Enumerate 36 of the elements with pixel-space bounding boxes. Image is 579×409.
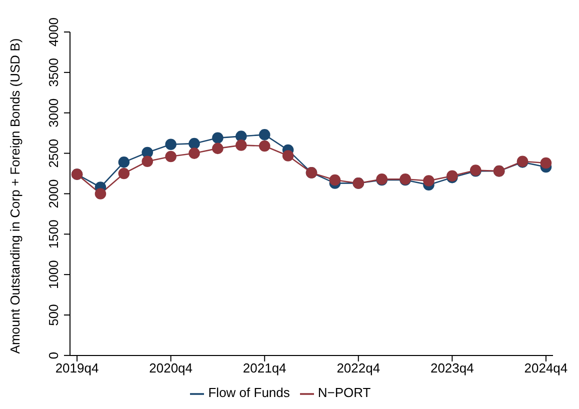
y-tick-label: 500 — [46, 304, 61, 326]
legend-label: N−PORT — [318, 385, 371, 400]
y-tick-label: 3000 — [46, 98, 61, 128]
legend-label: Flow of Funds — [208, 385, 290, 400]
point — [329, 174, 341, 186]
point — [258, 129, 270, 140]
point — [142, 156, 154, 168]
point — [118, 168, 130, 180]
x-tick-label: 2020q4 — [149, 360, 193, 376]
x-tick-label: 2024q4 — [524, 360, 568, 376]
y-tick-label: 0 — [46, 352, 61, 360]
y-tick-label: 1500 — [46, 220, 61, 249]
y-tick-label: 4000 — [46, 18, 61, 46]
y-axis-title: Amount Outstanding in Corp + Foreign Bonds (USD B) — [8, 38, 23, 354]
y-tick-label: 2000 — [46, 179, 61, 208]
x-tick-label: 2022q4 — [336, 360, 380, 376]
x-tick-label: 2019q4 — [55, 360, 99, 376]
point — [188, 148, 200, 159]
x-tick-label: 2023q4 — [430, 360, 474, 376]
y-tick-label: 1000 — [46, 260, 61, 290]
point — [282, 150, 294, 162]
y-tick-label: 3500 — [46, 58, 61, 87]
point — [258, 140, 270, 152]
x-tick-label: 2021q4 — [242, 360, 286, 376]
point — [188, 138, 200, 150]
point — [165, 150, 176, 162]
point — [165, 138, 176, 150]
point — [540, 157, 552, 169]
y-tick-label: 2500 — [46, 138, 61, 168]
point — [236, 140, 247, 151]
point — [118, 156, 130, 168]
point — [94, 188, 106, 200]
point — [212, 142, 224, 154]
point — [212, 132, 224, 144]
point — [423, 175, 434, 186]
point — [142, 146, 154, 158]
